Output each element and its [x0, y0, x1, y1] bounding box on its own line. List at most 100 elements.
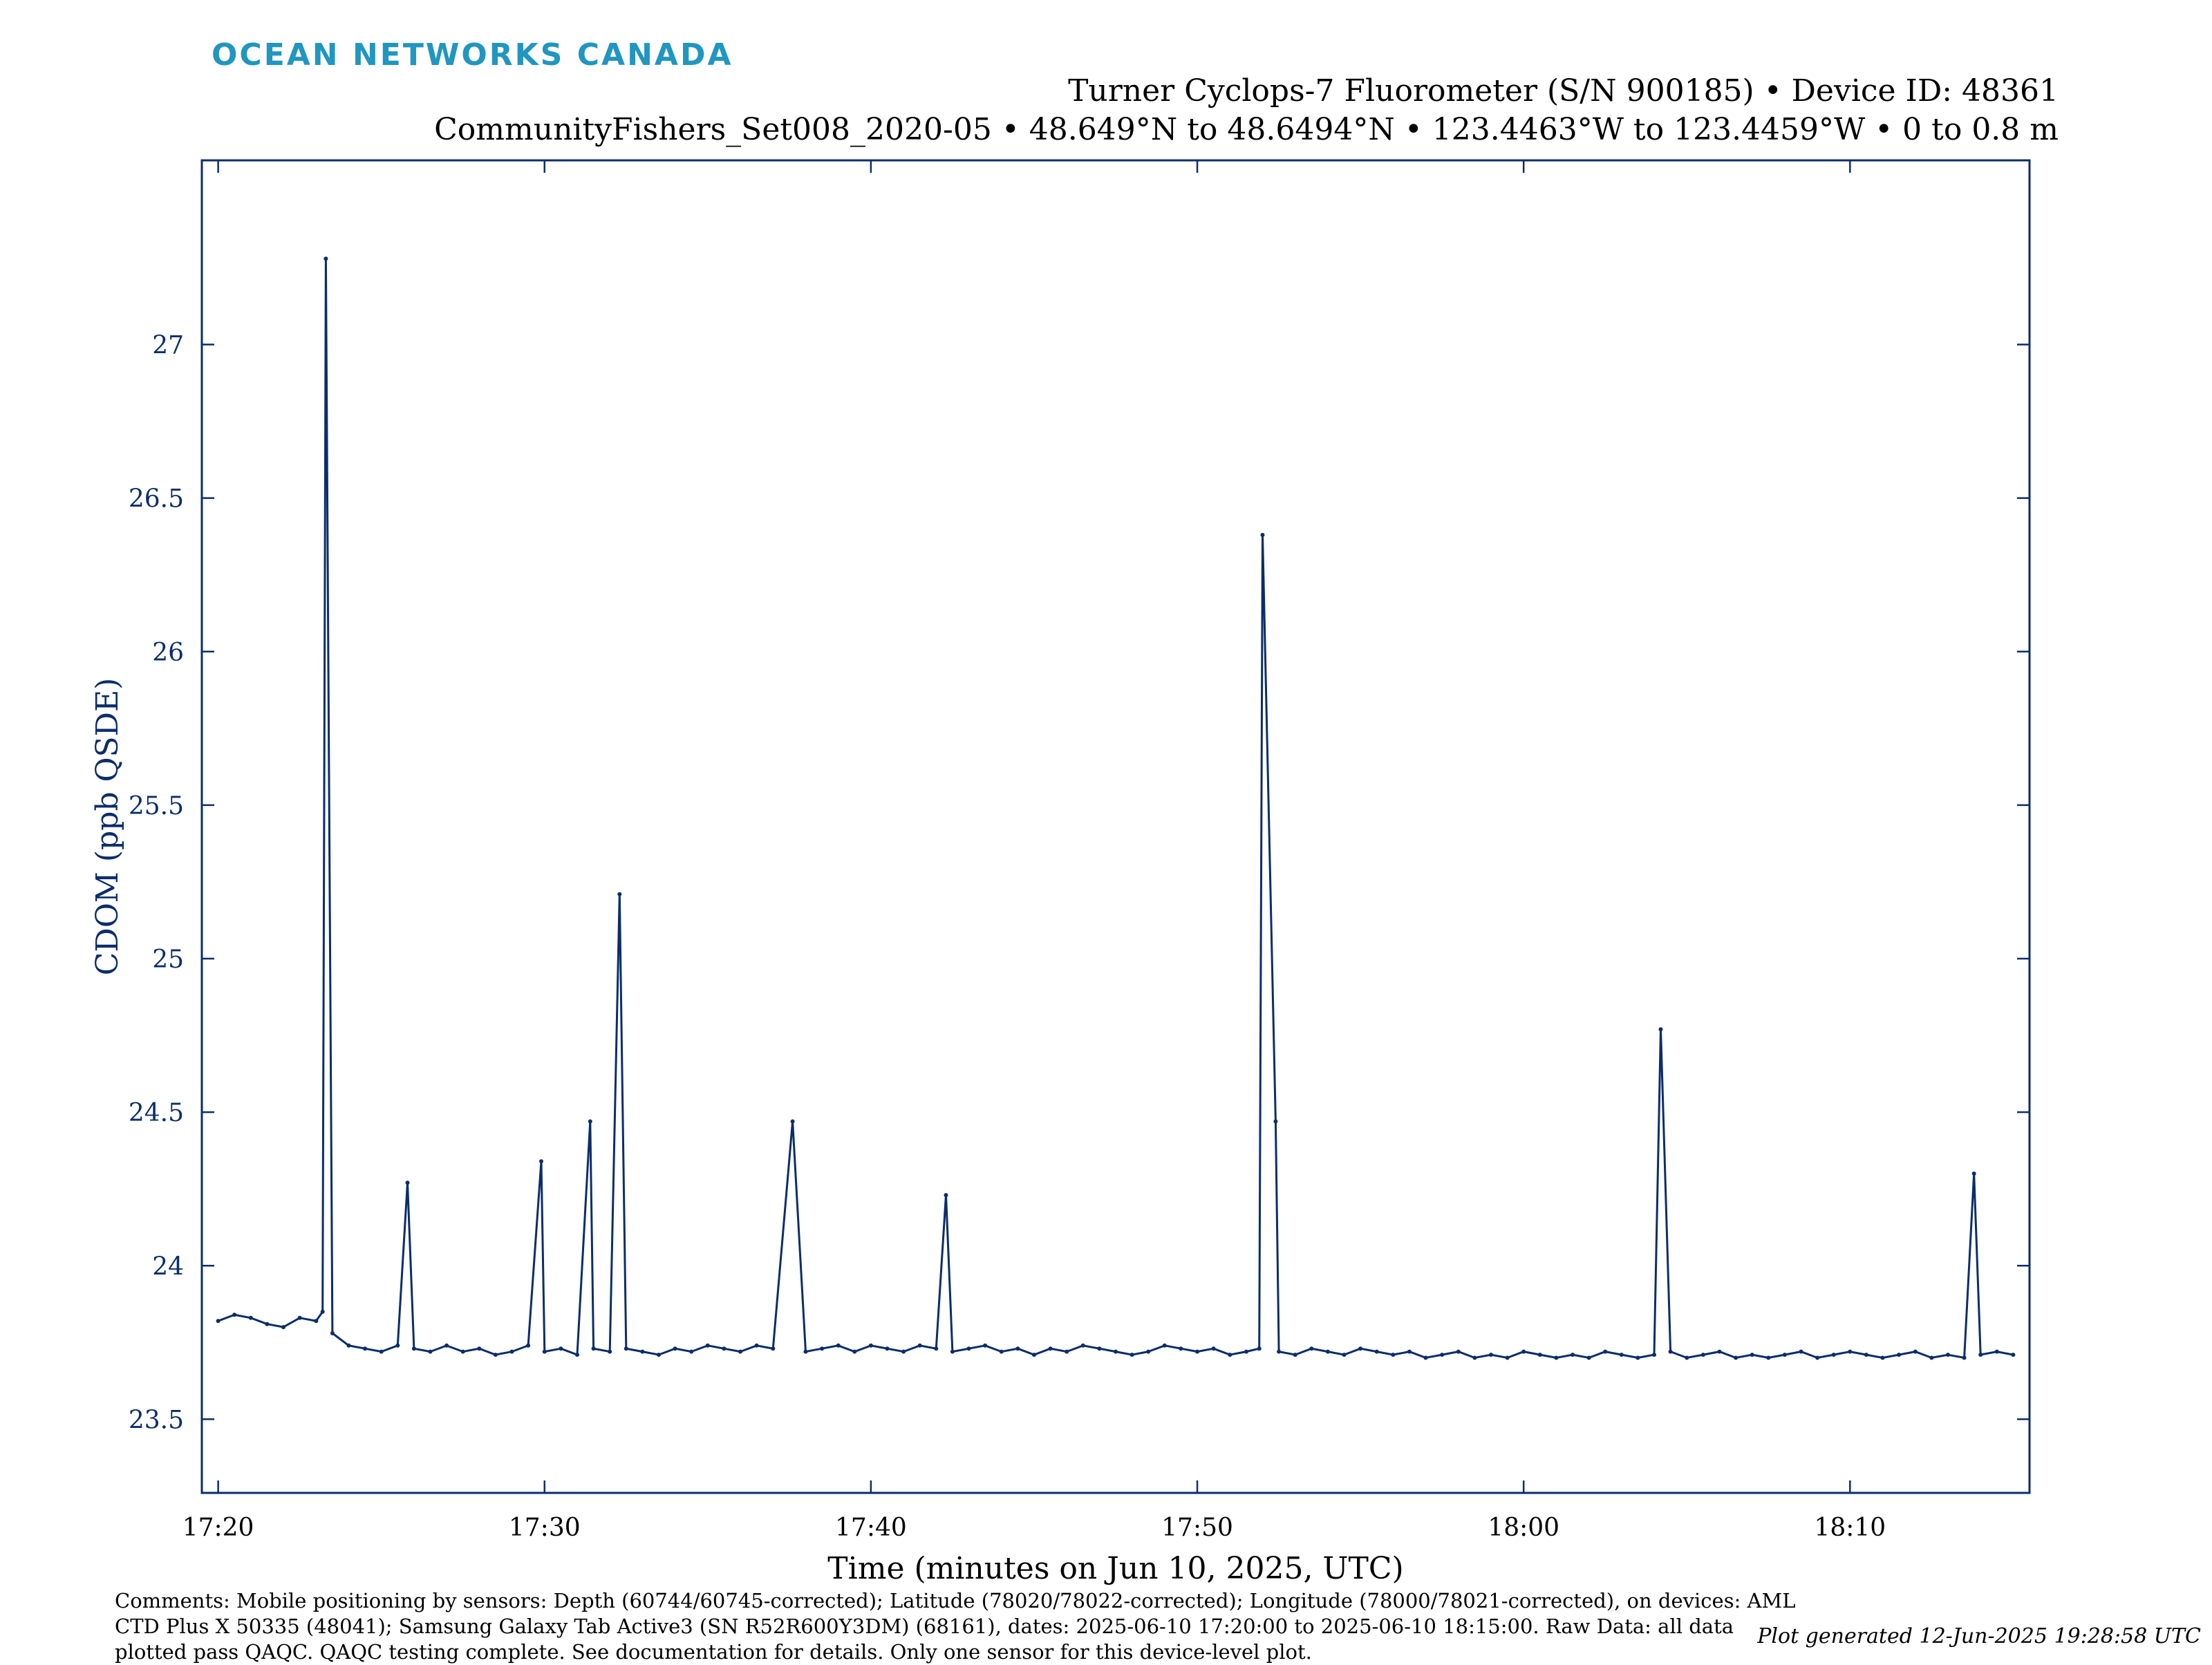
data-point [395, 1343, 400, 1348]
data-point [885, 1346, 890, 1351]
data-point [1342, 1353, 1347, 1357]
data-point [1750, 1353, 1754, 1357]
data-point [1571, 1353, 1575, 1357]
data-point [232, 1313, 237, 1317]
data-point [1080, 1343, 1085, 1348]
data-point [1913, 1349, 1918, 1354]
data-point [559, 1346, 563, 1351]
data-point [624, 1346, 628, 1351]
axes-frame [200, 159, 2031, 1494]
data-point [1929, 1355, 1934, 1360]
y-tick-label: 27 [152, 332, 184, 360]
ocean-networks-canada-logo: OCEAN NETWORKS CANADA [212, 37, 733, 73]
data-point [265, 1321, 270, 1326]
data-point [1260, 533, 1265, 537]
data-point [1179, 1346, 1183, 1351]
y-axis-label: CDOM (ppb QSDE) [90, 678, 125, 975]
data-point [477, 1346, 482, 1351]
data-point [790, 1119, 795, 1124]
data-point [1521, 1349, 1526, 1354]
data-point [820, 1346, 825, 1351]
data-point [1668, 1349, 1673, 1354]
data-point [2011, 1353, 2016, 1357]
data-point [1211, 1346, 1216, 1351]
data-point [1273, 1119, 1278, 1124]
data-point [617, 892, 622, 896]
data-point [1994, 1349, 1999, 1354]
data-point [542, 1349, 547, 1354]
plot-title-device: Turner Cyclops-7 Fluorometer (S/N 900185… [1068, 73, 2059, 109]
x-tick-label: 17:50 [1161, 1514, 1233, 1542]
data-point [640, 1349, 645, 1354]
data-point [1537, 1353, 1542, 1357]
data-point [1244, 1349, 1248, 1354]
data-point [1700, 1353, 1705, 1357]
data-point [1717, 1349, 1722, 1354]
x-tick-label: 17:20 [182, 1514, 254, 1542]
data-point [966, 1346, 971, 1351]
data-point [1489, 1353, 1493, 1357]
data-point [1586, 1355, 1591, 1360]
data-point [934, 1346, 939, 1351]
data-point [248, 1315, 253, 1320]
data-point [1619, 1353, 1624, 1357]
data-point [1848, 1349, 1853, 1354]
data-point [950, 1349, 955, 1354]
y-tick-label: 25.5 [129, 792, 184, 820]
y-tick-label: 24 [152, 1252, 184, 1281]
data-point [983, 1343, 988, 1348]
data-point [1971, 1172, 1976, 1176]
data-point [1831, 1353, 1836, 1357]
plot-generated-timestamp: Plot generated 12-Jun-2025 19:28:58 UTC [1757, 1624, 2201, 1648]
x-tick-label: 17:40 [835, 1514, 907, 1542]
data-point [944, 1193, 948, 1198]
data-point [379, 1349, 384, 1354]
data-point [689, 1349, 694, 1354]
data-point [575, 1353, 579, 1357]
data-point [1505, 1355, 1510, 1360]
data-point [324, 256, 328, 261]
data-point [1946, 1353, 1950, 1357]
data-point [1766, 1355, 1771, 1360]
x-tick-label: 17:30 [509, 1514, 581, 1542]
data-point [314, 1319, 319, 1324]
data-point [1358, 1346, 1363, 1351]
data-point [330, 1331, 335, 1335]
data-point [493, 1353, 498, 1357]
data-point [705, 1343, 710, 1348]
data-point [1130, 1353, 1134, 1357]
data-point [1277, 1349, 1282, 1354]
data-point [1897, 1353, 1902, 1357]
x-tick-label: 18:00 [1488, 1514, 1559, 1542]
data-point [1162, 1343, 1167, 1348]
data-point [1015, 1346, 1020, 1351]
ticks-layer: 17:20 17:30 17:40 17:50 18:00 18:10 23.5 24 24.5… [129, 160, 2030, 1542]
x-tick-label: 18:10 [1814, 1514, 1886, 1542]
cdom-series-line [218, 258, 2014, 1360]
data-point [1114, 1349, 1118, 1354]
y-tick-label: 24.5 [129, 1099, 184, 1127]
data-point [1456, 1349, 1461, 1354]
data-point [405, 1180, 410, 1185]
data-point [771, 1346, 776, 1351]
data-point [588, 1119, 592, 1124]
data-point [738, 1349, 742, 1354]
y-tick-label: 26 [152, 639, 184, 667]
data-point [1815, 1355, 1820, 1360]
data-point [363, 1346, 368, 1351]
data-point [428, 1349, 433, 1354]
plot-title-location: CommunityFishers_Set008_2020-05 • 48.649… [434, 112, 2059, 147]
data-point [1962, 1355, 1967, 1360]
data-point [509, 1349, 514, 1354]
data-point [1257, 1346, 1262, 1351]
data-point [657, 1353, 661, 1357]
data-point [281, 1325, 285, 1330]
data-point [1782, 1353, 1787, 1357]
data-point [591, 1346, 596, 1351]
data-point [460, 1349, 465, 1354]
data-point [297, 1315, 302, 1320]
data-point [539, 1159, 543, 1164]
data-point [1554, 1355, 1559, 1360]
data-point [1685, 1355, 1689, 1360]
